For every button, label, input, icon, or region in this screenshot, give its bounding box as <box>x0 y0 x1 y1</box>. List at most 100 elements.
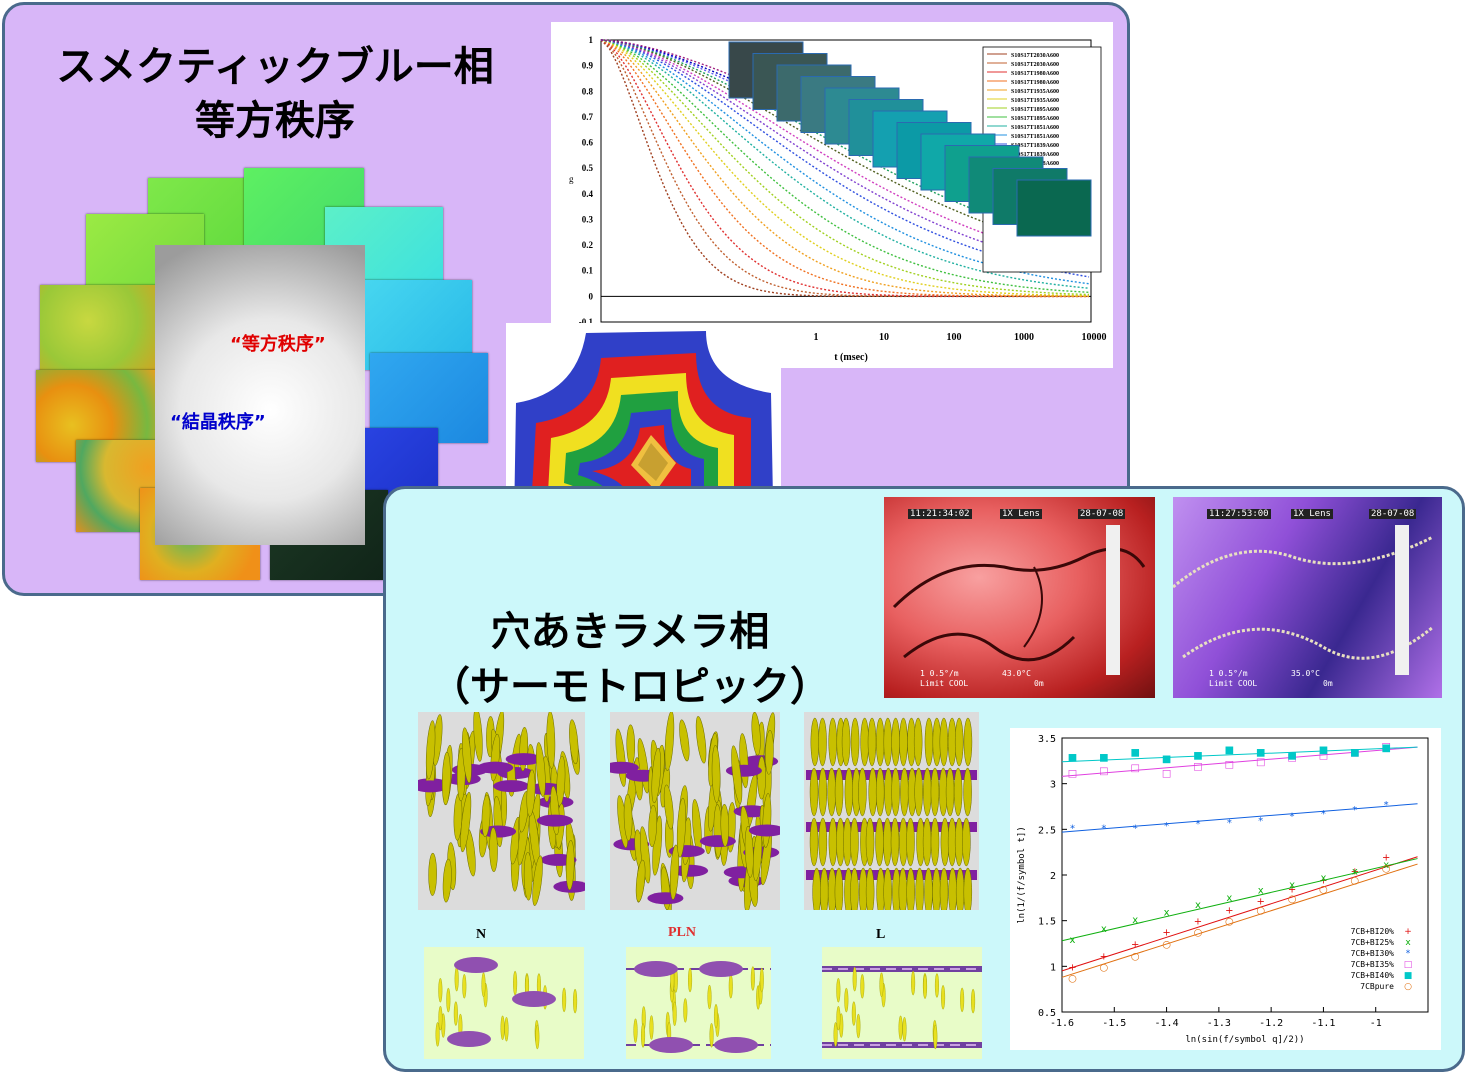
data-point: □ <box>1162 769 1171 780</box>
rod-molecule <box>899 817 908 867</box>
rod-molecule <box>819 867 829 917</box>
rod-molecule <box>858 767 867 817</box>
data-point: + <box>1225 906 1233 917</box>
rod-molecule <box>876 867 885 917</box>
data-point: ■ <box>1287 750 1296 761</box>
rod-schematic <box>481 972 486 997</box>
y-tick-label: 0.9 <box>582 61 594 71</box>
legend-label: 7CB+BI30% <box>1351 949 1395 958</box>
data-point: + <box>1131 940 1139 951</box>
data-point: + <box>1288 885 1296 896</box>
data-point: + <box>1068 962 1076 973</box>
rod-molecule <box>954 717 964 767</box>
rod-schematic <box>683 998 688 1023</box>
x-axis-label: t (msec) <box>834 352 868 363</box>
nematic-schematic <box>424 947 584 1059</box>
decay-curve <box>600 39 1089 298</box>
data-point: * <box>1290 812 1295 823</box>
rod-molecule <box>890 817 900 867</box>
rod-schematic <box>649 1015 654 1040</box>
rod-molecule <box>954 817 964 867</box>
data-point: ○ <box>1256 906 1265 917</box>
y-tick-label: 2.5 <box>1038 825 1056 836</box>
legend-entry: S10S17T1935A600 <box>1011 98 1059 104</box>
rod-molecule <box>906 817 915 867</box>
fit-line <box>1061 803 1418 833</box>
rod-molecule <box>809 817 819 867</box>
data-point: * <box>1101 824 1106 835</box>
data-point: x <box>1069 935 1075 946</box>
data-point: x <box>1383 860 1389 871</box>
rod-molecule <box>651 747 661 804</box>
data-point: ■ <box>1130 748 1139 759</box>
data-point: + <box>1351 866 1359 877</box>
rod-molecule <box>963 867 973 917</box>
rod-molecule <box>875 717 885 767</box>
rod-molecule <box>865 867 875 917</box>
schematic-svg <box>822 966 982 1050</box>
rod-molecule <box>932 867 941 917</box>
rod-schematic <box>759 967 764 993</box>
rod-schematic <box>851 1001 856 1026</box>
rod-schematic <box>438 1006 443 1031</box>
micrograph-time: 11:21:34:02 <box>908 509 972 519</box>
x-tick-label: -1.3 <box>1207 1018 1231 1029</box>
data-point: + <box>1319 876 1327 887</box>
data-point: x <box>1132 915 1138 926</box>
rod-schematic <box>898 1015 903 1040</box>
data-point: □ <box>1130 763 1139 774</box>
rod-molecule <box>947 717 957 767</box>
rod-molecule <box>526 769 536 817</box>
lamellar-layer <box>806 822 977 832</box>
rod-molecule <box>757 756 766 800</box>
y-tick-label: 0.3 <box>582 214 594 224</box>
rod-molecule <box>481 794 491 838</box>
molecule-svg <box>602 710 785 915</box>
rod-molecule <box>884 767 893 817</box>
legend-marker: ■ <box>1404 971 1413 981</box>
rod-schematic <box>454 966 459 992</box>
pln-caption: PLN <box>668 925 696 940</box>
disc-schematic <box>634 961 678 977</box>
rod-schematic <box>941 985 946 1010</box>
decay-curve <box>600 39 1090 297</box>
rod-molecule <box>828 717 837 767</box>
rod-molecule <box>812 867 821 917</box>
rod-schematic <box>911 970 916 996</box>
micrograph-temp: 35.0°C <box>1291 669 1320 678</box>
rod-schematic <box>860 974 865 999</box>
rod-molecule <box>868 767 878 817</box>
disc-molecule <box>505 753 542 766</box>
x-tick-label: -1.5 <box>1102 1018 1126 1029</box>
decay-curve <box>600 39 1090 249</box>
rod-molecule <box>615 728 627 787</box>
rod-schematic <box>902 1017 907 1042</box>
data-point: □ <box>1225 760 1234 771</box>
x-tick-label: 1000 <box>1014 332 1034 343</box>
rod-molecule <box>850 717 860 767</box>
rod-molecule <box>953 767 963 817</box>
data-point: □ <box>1287 752 1296 763</box>
micrograph-date: 28-07-08 <box>1078 509 1126 519</box>
data-point: ○ <box>1194 928 1203 939</box>
decay-curve <box>600 39 1090 289</box>
y-tick-label: 0.8 <box>582 86 594 96</box>
micrograph-time: 11:27:53:00 <box>1207 509 1271 519</box>
rod-molecule <box>669 844 679 900</box>
rod-molecule <box>818 817 828 867</box>
data-point: x <box>1258 886 1264 897</box>
decay-curve <box>600 39 1089 298</box>
disc-molecule <box>647 892 684 905</box>
rod-molecule <box>731 745 743 804</box>
legend-entry: S10S17T1895A600 <box>1011 107 1059 113</box>
data-point: * <box>1258 816 1263 827</box>
micrograph-date: 28-07-08 <box>1369 509 1417 519</box>
data-point: ○ <box>1068 973 1077 984</box>
rod-schematic <box>562 987 567 1013</box>
disc-molecule <box>536 814 573 827</box>
data-point: ■ <box>1319 745 1328 756</box>
disc-molecule <box>493 780 530 793</box>
disc-schematic <box>649 1037 693 1053</box>
y-tick-label: 1 <box>1050 962 1056 973</box>
x-axis-label: ln(sin(f/symbol q]/2)) <box>1185 1035 1304 1045</box>
